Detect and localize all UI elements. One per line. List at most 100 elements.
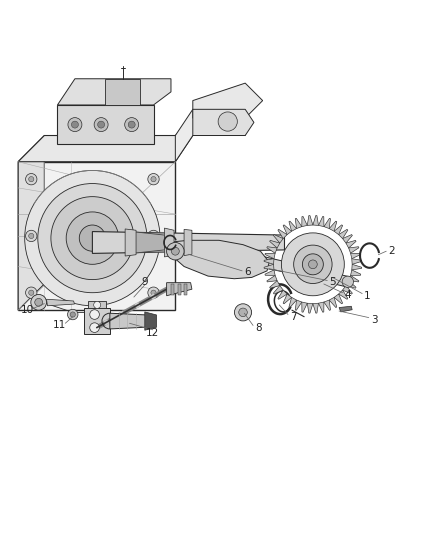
Text: 3: 3 <box>371 315 377 325</box>
Polygon shape <box>278 290 287 300</box>
Text: 5: 5 <box>329 277 336 287</box>
Circle shape <box>98 121 105 128</box>
Polygon shape <box>267 247 277 253</box>
Polygon shape <box>270 281 280 288</box>
Polygon shape <box>283 225 292 235</box>
Circle shape <box>308 260 317 269</box>
Polygon shape <box>289 297 297 308</box>
Polygon shape <box>334 294 343 304</box>
Polygon shape <box>184 229 192 256</box>
Circle shape <box>71 121 78 128</box>
Polygon shape <box>145 312 156 330</box>
Polygon shape <box>283 294 292 304</box>
Polygon shape <box>264 264 274 270</box>
Circle shape <box>70 312 75 317</box>
Polygon shape <box>334 225 343 235</box>
Circle shape <box>38 183 147 293</box>
Polygon shape <box>125 229 136 256</box>
Polygon shape <box>329 297 337 308</box>
Circle shape <box>51 197 134 280</box>
Polygon shape <box>350 253 361 259</box>
Circle shape <box>28 233 34 239</box>
Polygon shape <box>295 219 302 229</box>
Circle shape <box>125 118 139 132</box>
Polygon shape <box>329 221 337 231</box>
Circle shape <box>28 176 34 182</box>
Polygon shape <box>267 276 277 282</box>
Circle shape <box>166 243 184 260</box>
Circle shape <box>302 254 323 275</box>
Polygon shape <box>318 216 324 227</box>
Polygon shape <box>88 302 106 308</box>
Bar <box>171 284 174 295</box>
Circle shape <box>148 230 159 241</box>
Polygon shape <box>349 247 359 253</box>
Circle shape <box>25 174 37 185</box>
Polygon shape <box>84 308 110 334</box>
Polygon shape <box>324 300 331 310</box>
Polygon shape <box>270 240 280 248</box>
Polygon shape <box>324 219 331 229</box>
Text: 8: 8 <box>255 322 261 333</box>
Text: 9: 9 <box>141 277 148 287</box>
Circle shape <box>218 112 237 131</box>
Polygon shape <box>343 235 352 243</box>
Polygon shape <box>166 282 192 296</box>
Circle shape <box>293 245 332 284</box>
Circle shape <box>31 294 46 310</box>
Circle shape <box>151 290 156 295</box>
Circle shape <box>151 233 156 239</box>
Text: 2: 2 <box>388 246 395 256</box>
Polygon shape <box>132 231 164 253</box>
Circle shape <box>28 290 34 295</box>
Circle shape <box>68 118 82 132</box>
Circle shape <box>94 302 101 309</box>
Polygon shape <box>339 306 352 312</box>
Polygon shape <box>265 270 275 276</box>
Polygon shape <box>352 264 362 270</box>
Circle shape <box>25 230 37 241</box>
Bar <box>177 284 180 295</box>
Circle shape <box>66 212 119 264</box>
Circle shape <box>282 233 344 296</box>
Polygon shape <box>57 105 153 144</box>
Polygon shape <box>278 229 287 239</box>
Circle shape <box>25 287 37 298</box>
Polygon shape <box>18 161 175 310</box>
Circle shape <box>79 225 106 251</box>
Polygon shape <box>346 281 356 288</box>
Circle shape <box>239 308 247 317</box>
Polygon shape <box>307 215 313 225</box>
Text: 1: 1 <box>364 291 371 301</box>
Polygon shape <box>164 228 174 257</box>
Polygon shape <box>106 79 141 105</box>
Text: 11: 11 <box>53 320 66 330</box>
Polygon shape <box>57 79 171 105</box>
Text: 10: 10 <box>20 305 33 315</box>
Polygon shape <box>110 313 147 329</box>
Polygon shape <box>264 259 274 264</box>
Polygon shape <box>92 231 285 253</box>
Circle shape <box>25 171 160 306</box>
Polygon shape <box>343 286 352 294</box>
Circle shape <box>90 310 99 319</box>
Circle shape <box>151 176 156 182</box>
Polygon shape <box>18 118 193 161</box>
Text: 6: 6 <box>244 266 251 277</box>
Polygon shape <box>352 259 362 264</box>
Polygon shape <box>313 215 318 225</box>
Polygon shape <box>295 300 302 310</box>
Circle shape <box>67 309 78 320</box>
Polygon shape <box>346 240 356 248</box>
Polygon shape <box>302 302 307 312</box>
Circle shape <box>342 276 353 287</box>
Polygon shape <box>339 229 348 239</box>
Circle shape <box>94 118 108 132</box>
Polygon shape <box>273 235 283 243</box>
Polygon shape <box>307 303 313 313</box>
Polygon shape <box>313 303 318 313</box>
Polygon shape <box>193 83 263 118</box>
Polygon shape <box>339 290 348 300</box>
Polygon shape <box>302 216 307 227</box>
Text: 7: 7 <box>290 312 297 322</box>
